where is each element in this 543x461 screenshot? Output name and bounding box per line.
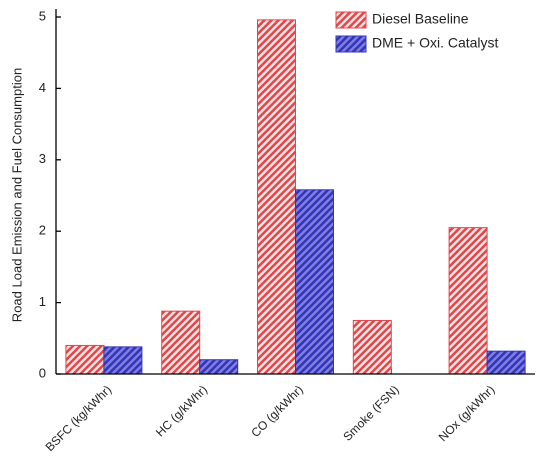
x-tick-label: HC (g/kWhr) — [153, 382, 210, 439]
x-tick-label: BSFC (kg/kWhr) — [43, 382, 115, 454]
legend-label: Diesel Baseline — [372, 11, 469, 27]
bar — [352, 319, 392, 375]
x-tick-label: Smoke (FSN) — [340, 382, 401, 443]
y-tick-label: 5 — [39, 8, 46, 23]
bar — [448, 227, 488, 375]
bar — [65, 344, 105, 375]
legend-swatch — [335, 35, 367, 53]
legend-swatch — [335, 11, 367, 29]
bar — [257, 19, 296, 375]
y-tick-label: 1 — [39, 294, 46, 309]
y-tick-label: 2 — [39, 223, 46, 238]
x-tick-label: CO (g/kWhr) — [248, 382, 306, 440]
bar — [295, 189, 334, 375]
bar — [103, 346, 143, 375]
bar — [161, 310, 201, 375]
y-axis-label: Road Load Emission and Fuel Consumption — [9, 68, 24, 322]
bar — [486, 350, 526, 375]
y-tick-label: 3 — [39, 151, 46, 166]
x-tick-label: NOx (g/kWhr) — [436, 382, 498, 444]
legend-label: DME + Oxi. Catalyst — [372, 35, 499, 51]
y-tick-label: 0 — [39, 365, 46, 380]
bar — [199, 359, 239, 375]
y-tick-label: 4 — [39, 80, 46, 95]
